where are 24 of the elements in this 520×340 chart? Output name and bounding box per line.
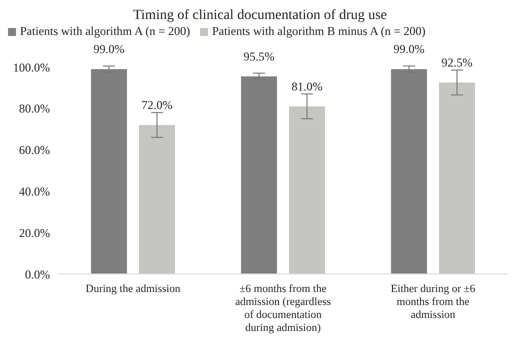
y-tick-label: 20.0% [19, 226, 50, 240]
bar [91, 69, 127, 274]
y-tick-label: 80.0% [19, 102, 50, 116]
data-label: 99.0% [394, 42, 424, 56]
y-tick-label: 0.0% [25, 267, 50, 282]
chart-title: Timing of clinical documentation of drug use [132, 8, 388, 24]
data-label: 92.5% [442, 56, 472, 70]
data-label: 95.5% [244, 49, 274, 64]
x-tick-label: During the admission [86, 282, 181, 295]
legend-label: Patients with algorithm A (n = 200) [20, 24, 190, 38]
x-tick-label: ±6 months from the admission (regardless of documentation during admision) [235, 282, 331, 334]
legend-label: Patients with algorithm B minus A (n = 200) [212, 24, 426, 38]
y-tick-label: 100.0% [13, 60, 50, 74]
y-tick-label: 40.0% [19, 184, 50, 198]
data-label: 99.0% [94, 42, 124, 56]
data-label: 81.0% [292, 79, 322, 94]
bar [241, 76, 277, 274]
bar [391, 69, 427, 274]
bar [439, 82, 475, 274]
bar [139, 124, 175, 274]
data-label: 72.0% [142, 98, 172, 112]
bar [289, 106, 325, 274]
y-tick-label: 60.0% [19, 143, 50, 158]
x-tick-label: Either during or ±6 months from the admission [390, 282, 476, 321]
